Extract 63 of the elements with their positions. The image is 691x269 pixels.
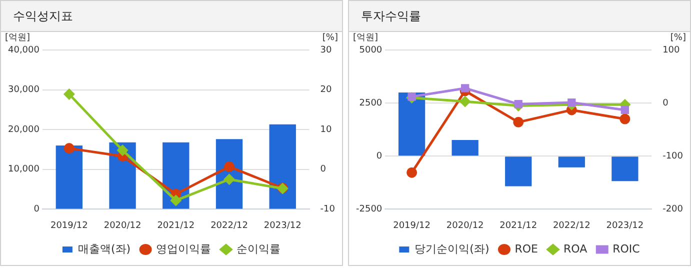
legend-label: 영업이익률 — [156, 242, 212, 256]
x-tick-label: 2022/12 — [552, 220, 590, 231]
point — [460, 96, 470, 107]
point — [514, 100, 522, 108]
x-tick-label: 2019/12 — [393, 220, 430, 231]
y-tick-label: -2500 — [356, 204, 382, 215]
y2-tick-label: -10 — [320, 204, 336, 215]
y2-tick-label: 0 — [662, 98, 669, 108]
point — [64, 143, 74, 154]
y2-tick-label: -100 — [662, 151, 684, 162]
point — [224, 174, 235, 185]
point — [170, 195, 182, 206]
x-tick-label: 2021/12 — [500, 220, 538, 231]
y-axis-title: [억원] — [5, 32, 30, 43]
point — [408, 92, 416, 101]
legend-label: ROA — [563, 242, 588, 256]
y-tick-label: 0 — [376, 151, 382, 162]
y2-tick-label: 0 — [320, 164, 326, 175]
bar — [612, 156, 638, 182]
y-tick-label: 2500 — [359, 98, 382, 108]
bar — [505, 156, 532, 186]
y2-tick-label: 30 — [320, 45, 332, 56]
legend-label: ROIC — [612, 242, 640, 256]
point — [64, 88, 74, 100]
y-axis-title: [억원] — [353, 32, 378, 43]
y-tick-label: 20,000 — [8, 124, 40, 135]
y-tick-label: 40,000 — [8, 45, 40, 56]
legend-label: 매출액(좌) — [78, 242, 131, 256]
bar — [269, 124, 296, 209]
bar — [558, 156, 585, 168]
y2-axis-title: [%] — [670, 32, 686, 43]
legend-label: 당기순이익(좌) — [414, 242, 490, 256]
point — [117, 145, 128, 156]
x-tick-label: 2020/12 — [446, 220, 484, 231]
point — [513, 116, 524, 128]
y2-axis-title: [%] — [322, 32, 338, 43]
point — [224, 161, 235, 172]
x-tick-label: 2022/12 — [210, 220, 248, 231]
x-tick-label: 2021/12 — [157, 220, 195, 231]
point — [568, 98, 576, 107]
bar — [398, 92, 426, 156]
point — [461, 84, 470, 92]
y-tick-label: 30,000 — [8, 85, 40, 96]
point — [620, 106, 630, 114]
y-tick-label: 10,000 — [8, 164, 40, 175]
point — [406, 167, 418, 178]
x-tick-label: 2020/12 — [104, 220, 142, 231]
legend-label: 순이익률 — [236, 242, 281, 256]
x-tick-label: 2019/12 — [50, 220, 88, 231]
x-tick-label: 2023/12 — [606, 220, 644, 231]
y2-tick-label: 10 — [320, 124, 332, 135]
y2-tick-label: 100 — [662, 45, 680, 56]
chart-title: 투자수익률 — [349, 1, 690, 32]
y2-tick-label: 20 — [320, 85, 332, 96]
bar — [452, 140, 478, 156]
y-tick-label: 5000 — [359, 45, 382, 56]
y-tick-label: 0 — [34, 204, 40, 215]
point — [620, 114, 630, 124]
x-tick-label: 2023/12 — [264, 220, 302, 231]
y2-tick-label: -200 — [662, 204, 684, 215]
bar — [56, 146, 83, 209]
chart-title: 수익성지표 — [1, 1, 342, 32]
legend-label: ROE — [514, 242, 538, 256]
